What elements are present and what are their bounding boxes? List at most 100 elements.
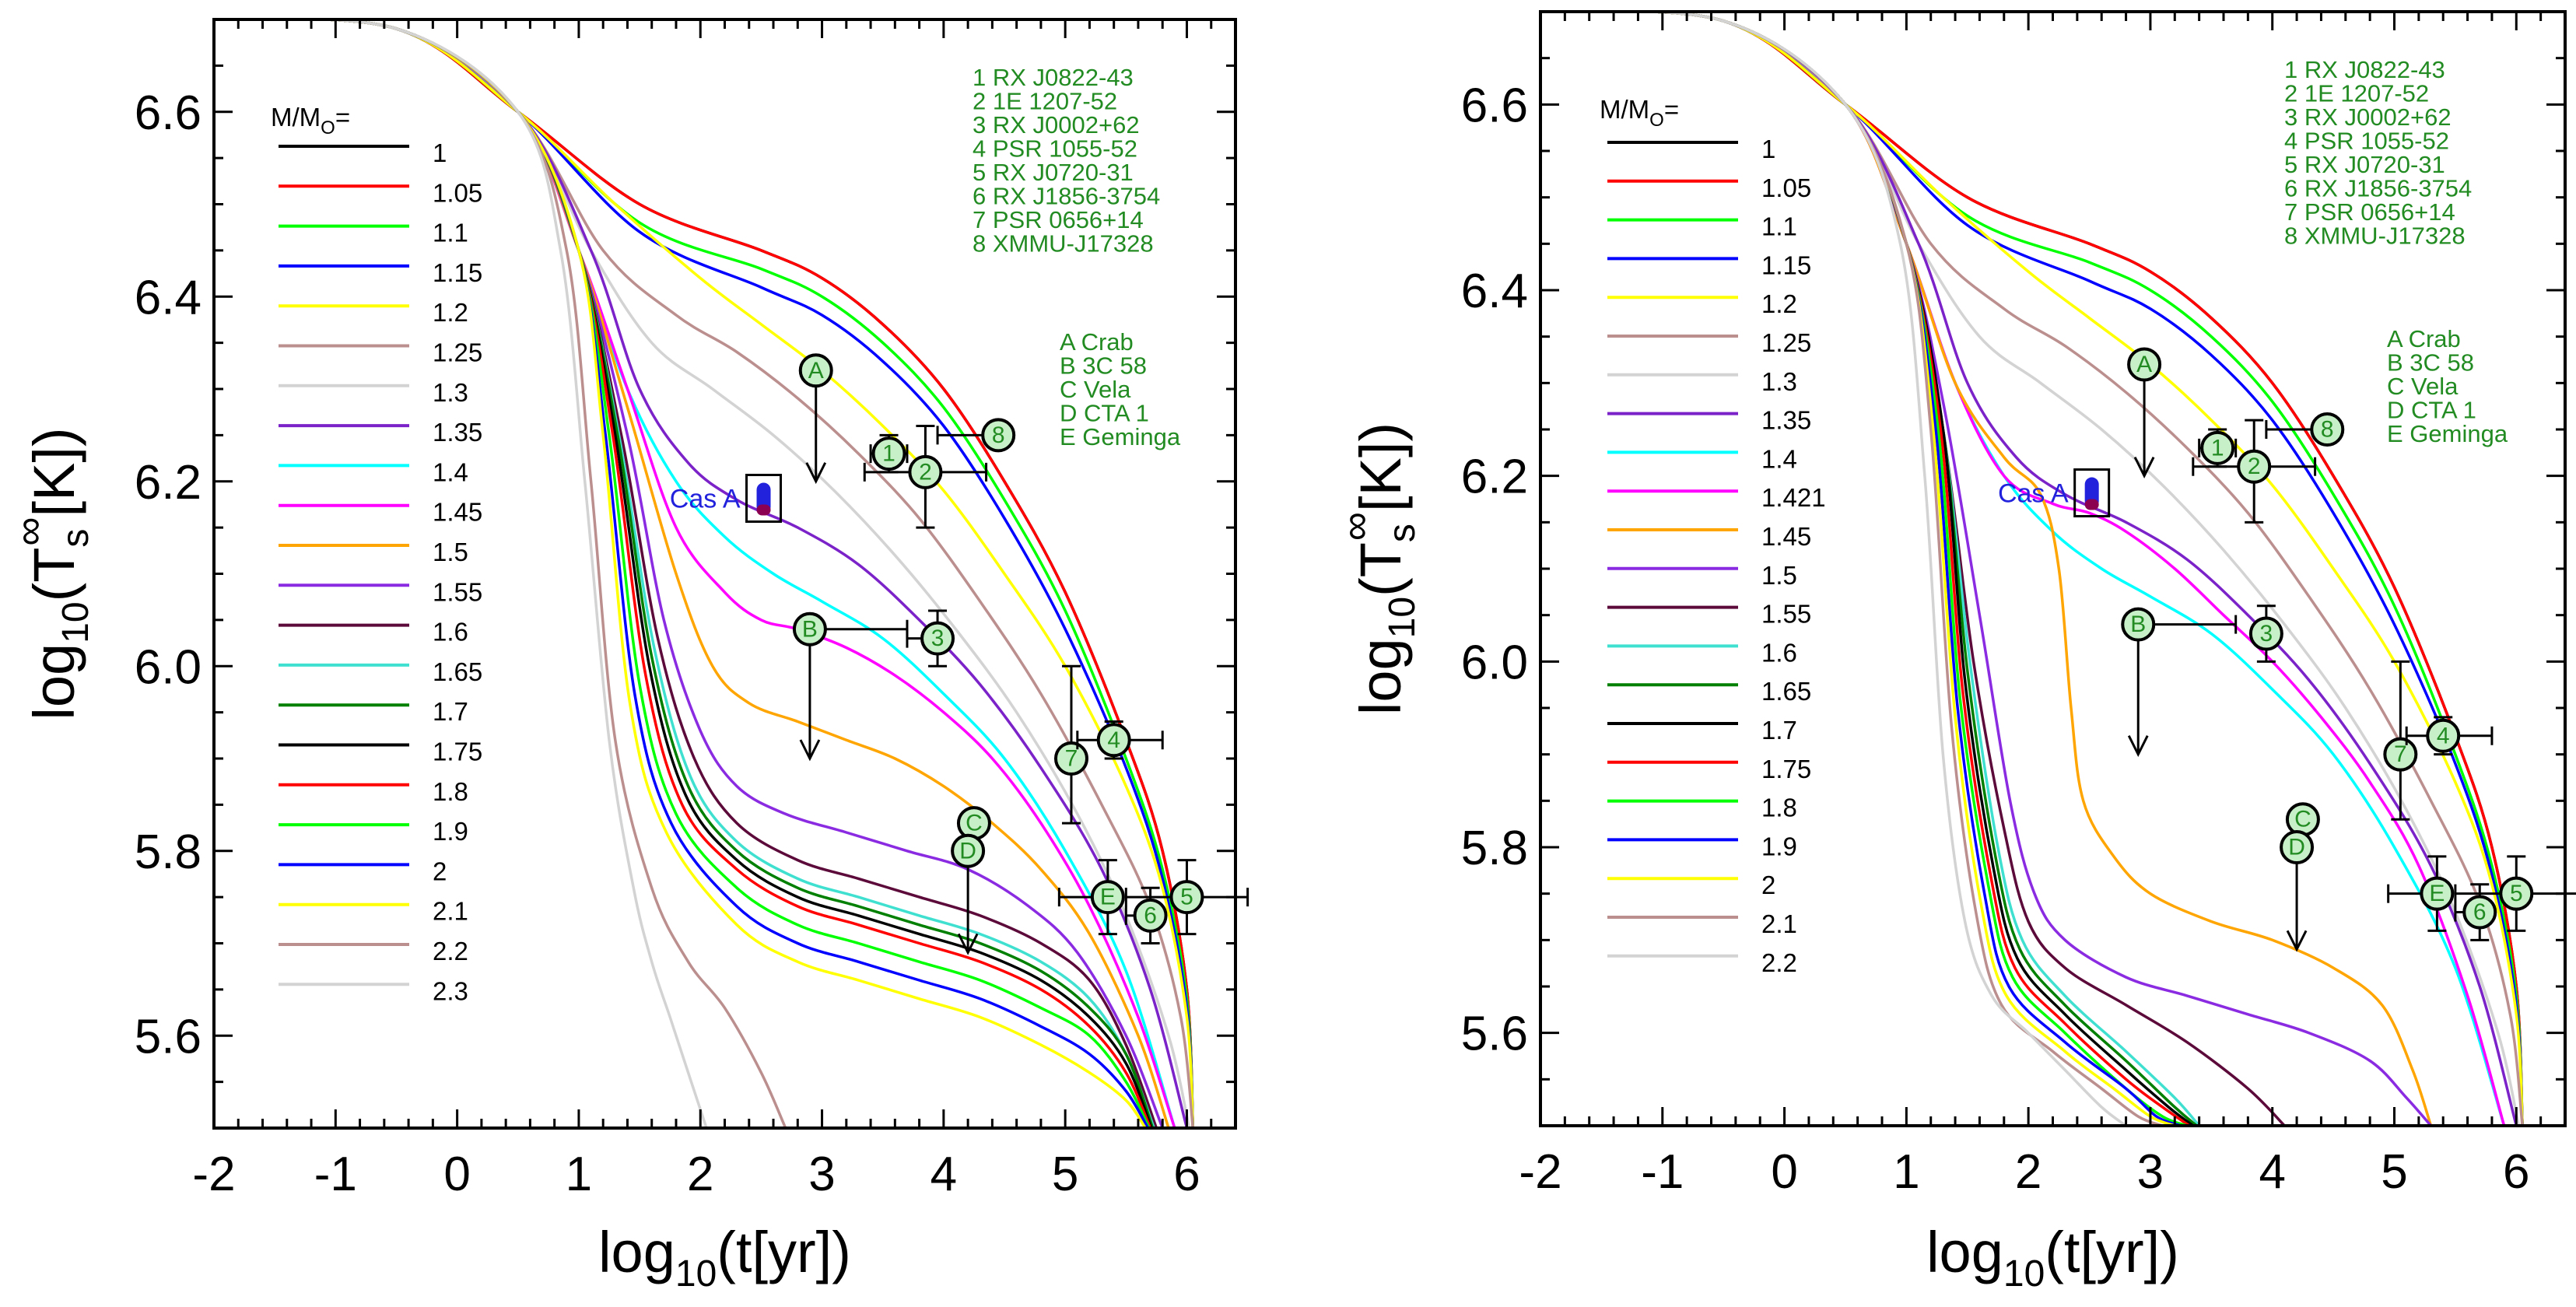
source-list-2-item: D CTA 1 [1060,400,1149,427]
observation-marker [2127,347,2162,382]
y-tick-label: 5.6 [1461,1007,1528,1061]
observation-marker [1096,723,1131,758]
legend-title: M/MO= [1600,95,1679,131]
x-tick-label: 6 [1173,1148,1200,1201]
observation-label: B [2130,611,2146,637]
legend-label-1.5: 1.5 [1761,561,1797,590]
observation-marker [908,454,943,489]
source-list-2-item: E Geminga [2387,420,2508,447]
legend-label-2: 2 [433,857,447,885]
source-list-1-item: 4 PSR 1055-52 [973,135,1137,163]
source-list-1-item: 3 RX J0002+62 [2284,103,2452,131]
x-tick-label: -2 [192,1148,235,1201]
legend-label-1.25: 1.25 [433,338,482,367]
x-tick-label: -2 [1519,1145,1561,1199]
legend-title: M/MO= [271,103,350,138]
source-list-2-item: A Crab [2387,325,2461,352]
legend-label-2: 2 [1761,871,1775,899]
observation-marker [2237,449,2272,484]
cas-a-box [745,474,783,523]
observation-label: B [802,616,818,642]
observation-5: 5 [1124,859,1249,936]
legend-label-2.1: 2.1 [1761,909,1797,938]
legend-label-1.2: 1.2 [1761,289,1797,318]
legend: M/MO= 1 1.05 1.1 1.15 1.2 1.25 1.3 1.35 1.4 1.45 1.… [271,103,482,1005]
legend-label-1.05: 1.05 [1761,173,1811,202]
observation-marker [2248,616,2283,651]
observation-C: C [956,806,991,841]
legend-label-1.15: 1.15 [433,258,482,287]
cas-a-marker-base [756,504,771,516]
upper-limit-arrowhead [799,739,821,762]
x-tick-label: 5 [1052,1148,1078,1201]
legend-label-1.3: 1.3 [433,378,468,407]
observation-label: C [966,811,983,836]
observation-1: 1 [869,433,909,474]
curve-group [214,19,1195,1128]
y-tick-label: 6.2 [1461,450,1528,504]
observation-marker [2280,830,2315,864]
observation-B: B [792,611,909,762]
x-tick-label: 4 [931,1148,957,1201]
source-list-2-item: B 3C 58 [2387,349,2474,377]
observation-marker [981,418,1016,453]
source-list-1-item: 6 RX J1856-3754 [2284,175,2472,202]
observation-2: 2 [2192,419,2317,524]
source-list-1-item: 8 XMMU-J17328 [973,230,1154,258]
legend-label-2.1: 2.1 [433,897,468,926]
observations: 12 8 3 7 4 E 65 C A B D [2121,347,2576,952]
observation-3: 3 [2248,604,2283,663]
observation-7: 7 [2383,660,2418,821]
cooling-curve-2.2 [1540,12,2127,1126]
observation-4: 4 [1076,720,1164,760]
observation-label: 4 [1107,727,1120,753]
upper-limit-arrowhead [2127,734,2149,758]
observation-marker [2383,737,2418,772]
y-tick-label: 6.0 [135,640,202,694]
observation-marker [2200,430,2235,465]
observation-marker [2426,718,2461,753]
source-list-1-item: 7 PSR 0656+14 [2284,198,2455,226]
observation-label: 1 [2211,435,2224,461]
observation-1: 1 [2198,428,2238,468]
source-list-2-item: D CTA 1 [2387,397,2476,424]
observation-marker [2499,876,2534,911]
observation-label: A [2136,352,2152,377]
observation-label: 3 [2260,621,2273,646]
legend-label-1.65: 1.65 [433,657,482,686]
observation-label: 7 [2394,741,2407,767]
observation-A: A [798,353,833,485]
observation-label: 5 [2510,881,2523,906]
y-tick-label: 6.4 [1461,265,1528,318]
legend-label-1.65: 1.65 [1761,677,1811,706]
legend-label-1.421: 1.421 [1761,483,1826,512]
source-list-1-item: 3 RX J0002+62 [973,111,1140,138]
legend-label-1.4: 1.4 [433,457,468,486]
observation-label: 8 [992,422,1005,448]
observation-E: E [1057,859,1125,936]
upper-limit-arrowhead [2133,456,2155,479]
observation-D: D [2280,830,2315,952]
observation-label: A [808,358,824,384]
legend-label-1: 1 [1761,135,1775,163]
legend-label-2.3: 2.3 [433,976,468,1005]
y-tick-label: 6.6 [1461,79,1528,132]
x-tick-label: 6 [2503,1145,2529,1199]
legend-label-1.55: 1.55 [1761,600,1811,629]
legend: M/MO= 1 1.05 1.1 1.15 1.2 1.25 1.3 1.35 1.4 1.421 1… [1600,95,1826,977]
cas-a-label: Cas A [670,485,741,514]
legend-label-1.75: 1.75 [433,738,482,766]
observation-label: 4 [2437,723,2450,748]
observation-8: 8 [936,418,1016,453]
legend-label-2.2: 2.2 [1761,948,1797,977]
legend-label-1.05: 1.05 [433,178,482,207]
observation-5: 5 [2454,855,2576,932]
cooling-curve-2.3 [214,19,708,1128]
source-list-1-item: 5 RX J0720-31 [2284,151,2445,178]
observation-label: 2 [2248,454,2261,479]
observation-marker [798,353,833,388]
observation-label: 7 [1065,746,1078,772]
legend-label-1.15: 1.15 [1761,251,1811,279]
observation-label: E [1100,885,1116,910]
